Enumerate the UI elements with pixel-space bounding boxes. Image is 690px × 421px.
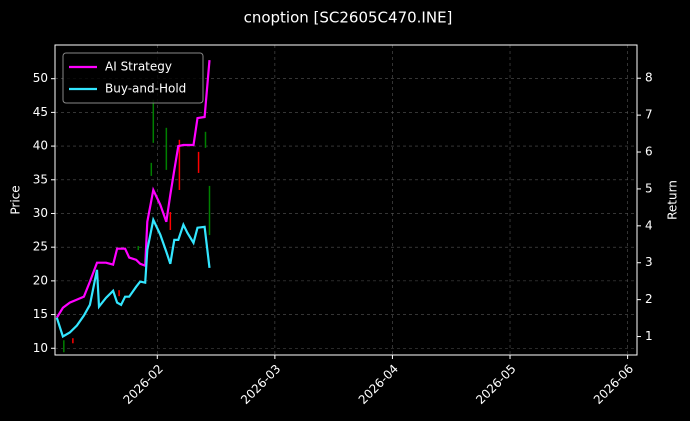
series-line: [55, 216, 211, 339]
legend-box: [62, 52, 204, 104]
y-tick-label: 25: [33, 240, 48, 254]
y2-tick-label: 1: [645, 329, 653, 343]
y-axis-label: Price: [9, 185, 23, 214]
chart-title: cnoption [SC2605C470.INE]: [244, 9, 453, 27]
y-tick-label: 20: [33, 273, 48, 287]
y-tick-label: 35: [33, 172, 48, 186]
plot-frame: [54, 44, 638, 356]
y-tick-label: 30: [33, 206, 48, 220]
series-line: [55, 60, 211, 319]
y-tick-label: 50: [33, 71, 48, 85]
y2-tick-label: 6: [645, 145, 653, 159]
y2-tick-label: 3: [645, 255, 653, 269]
y-tick-label: 40: [33, 139, 48, 153]
y2-tick-label: 2: [645, 292, 653, 306]
legend-label: AI Strategy: [105, 60, 172, 74]
y2-tick-label: 5: [645, 181, 653, 195]
legend-label: Buy-and-Hold: [105, 82, 186, 96]
y2-tick-label: 8: [645, 71, 653, 85]
y2-tick-label: 7: [645, 108, 653, 122]
y2-tick-label: 4: [645, 218, 653, 232]
y2-axis-label: Return: [666, 180, 680, 220]
y-tick-label: 10: [33, 341, 48, 355]
y-tick-label: 15: [33, 307, 48, 321]
y-tick-label: 45: [33, 105, 48, 119]
